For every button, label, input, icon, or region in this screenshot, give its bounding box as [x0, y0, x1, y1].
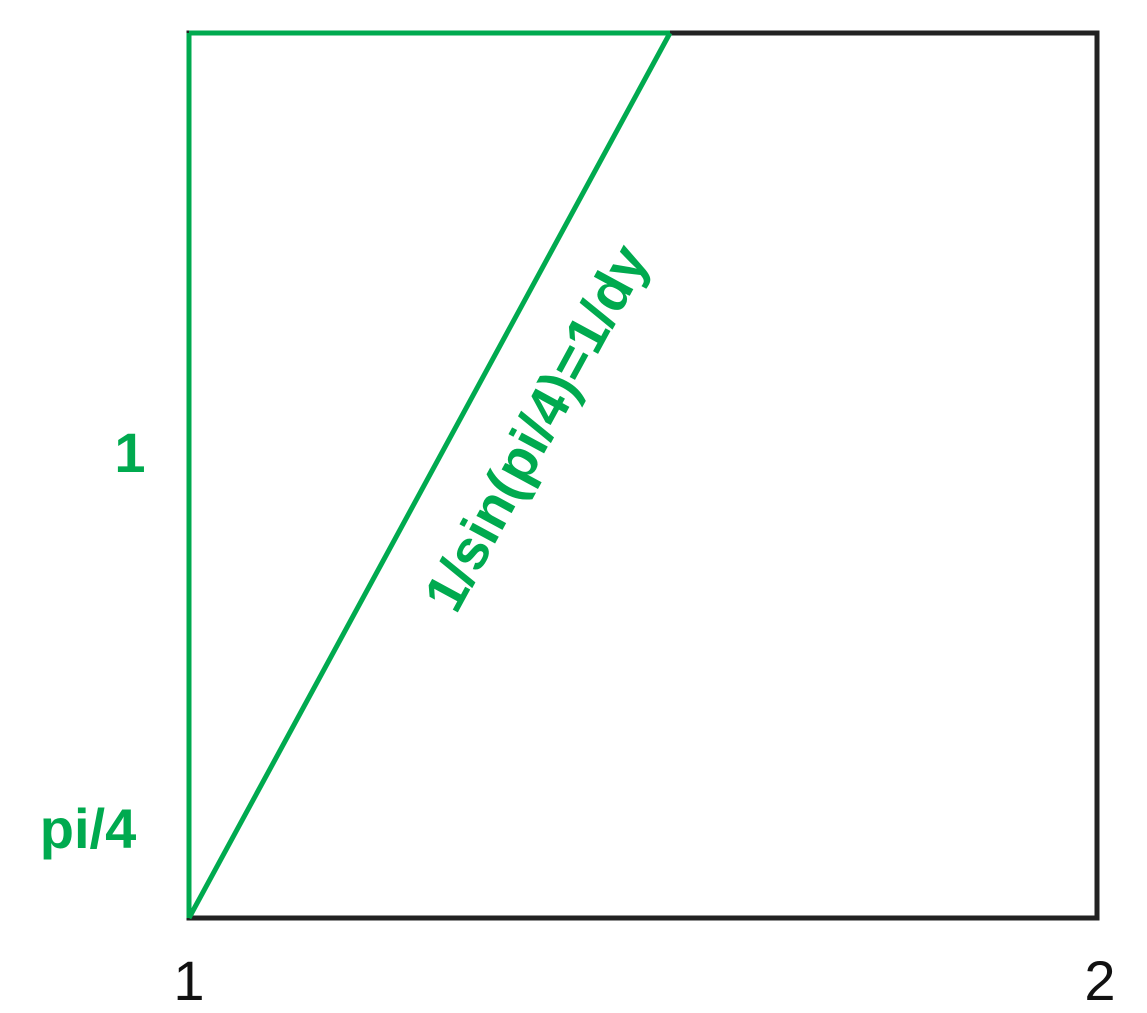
side-length-label: 1	[114, 421, 145, 484]
square-frame	[186, 30, 1100, 921]
hypotenuse-label: 1/sin(pi/4)=1/dy	[411, 234, 660, 621]
x-axis-left-label: 1	[173, 949, 204, 1012]
x-axis-right-label: 2	[1084, 949, 1115, 1012]
angle-label: pi/4	[40, 797, 136, 860]
triangle-hypotenuse	[186, 31, 673, 920]
